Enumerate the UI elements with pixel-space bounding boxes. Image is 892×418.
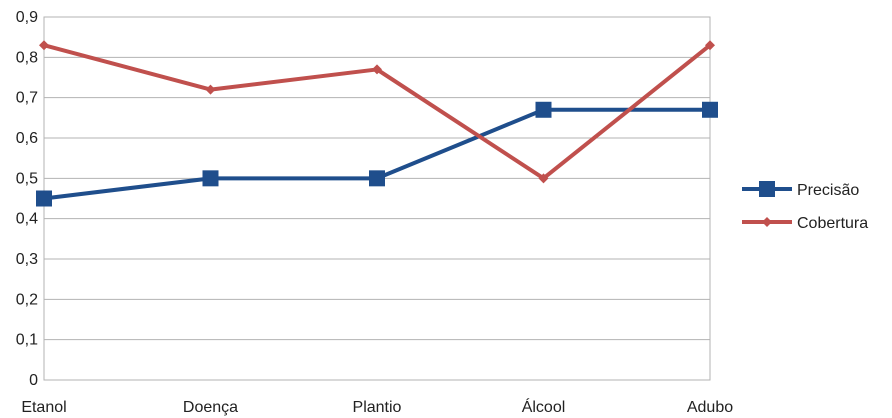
data-point: [39, 40, 49, 51]
data-point: [535, 101, 552, 118]
y-tick-label: 0,1: [16, 332, 38, 349]
x-category-label: Adubo: [687, 399, 733, 416]
data-point: [702, 101, 718, 118]
data-point: [372, 64, 382, 75]
y-tick-label: 0,9: [16, 9, 38, 26]
x-category-label: Plantio: [353, 399, 402, 416]
x-category-label: Etanol: [21, 399, 66, 416]
data-point: [205, 84, 216, 95]
legend-label: Cobertura: [797, 215, 868, 232]
y-tick-label: 0,3: [16, 251, 38, 268]
y-tick-label: 0: [29, 372, 38, 389]
legend: Precisão Cobertura: [742, 181, 868, 232]
y-tick-label: 0,8: [16, 49, 38, 66]
y-tick-label: 0,4: [16, 211, 38, 228]
y-tick-label: 0,7: [16, 90, 38, 107]
data-point: [705, 40, 715, 51]
data-point: [538, 173, 549, 184]
y-tick-label: 0,2: [16, 291, 38, 308]
y-tick-label: 0,5: [16, 170, 38, 187]
series-1: [39, 40, 715, 184]
x-axis-category-labels: Etanol Doença Plantio Álcool Adubo: [21, 397, 733, 416]
data-point: [369, 170, 385, 187]
y-tick-label: 0,6: [16, 130, 38, 147]
series-0: [36, 101, 718, 207]
legend-marker: [759, 181, 775, 197]
data-point: [36, 190, 52, 207]
legend-label: Precisão: [797, 182, 859, 199]
series-lines: [36, 40, 718, 207]
data-point: [202, 170, 219, 187]
y-axis-tick-labels: 0 0,1 0,2 0,3 0,4 0,5 0,6 0,7 0,8 0,9: [16, 9, 38, 389]
x-category-label: Álcool: [522, 397, 566, 416]
legend-marker: [762, 217, 772, 227]
x-category-label: Doença: [183, 399, 238, 416]
